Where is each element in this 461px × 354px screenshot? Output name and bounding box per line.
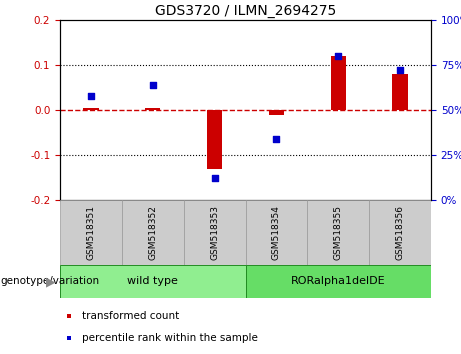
- Point: [273, 136, 280, 142]
- Bar: [145, 108, 160, 110]
- Bar: [269, 110, 284, 115]
- Text: GSM518353: GSM518353: [210, 205, 219, 260]
- Text: wild type: wild type: [127, 276, 178, 286]
- Bar: [307, 200, 369, 265]
- Point: [335, 53, 342, 59]
- Title: GDS3720 / ILMN_2694275: GDS3720 / ILMN_2694275: [155, 4, 336, 18]
- Text: GSM518354: GSM518354: [272, 205, 281, 260]
- Point: [396, 68, 404, 73]
- Text: RORalpha1delDE: RORalpha1delDE: [291, 276, 385, 286]
- Bar: [392, 74, 408, 110]
- Bar: [60, 200, 122, 265]
- Bar: [67, 336, 71, 340]
- Text: genotype/variation: genotype/variation: [0, 276, 100, 286]
- Bar: [183, 200, 246, 265]
- Text: GSM518355: GSM518355: [334, 205, 343, 260]
- Point: [87, 93, 95, 98]
- Point: [149, 82, 156, 88]
- Text: transformed count: transformed count: [83, 311, 180, 321]
- Point: [211, 176, 218, 181]
- Bar: [122, 200, 183, 265]
- Bar: [246, 265, 431, 298]
- Text: GSM518356: GSM518356: [396, 205, 405, 260]
- Bar: [246, 200, 307, 265]
- Bar: [67, 314, 71, 318]
- Bar: [207, 110, 222, 169]
- Text: GSM518351: GSM518351: [86, 205, 95, 260]
- Bar: [369, 200, 431, 265]
- Bar: [60, 265, 246, 298]
- Text: ▶: ▶: [46, 275, 55, 288]
- Bar: [83, 108, 99, 110]
- Text: percentile rank within the sample: percentile rank within the sample: [83, 333, 258, 343]
- Bar: [331, 56, 346, 110]
- Text: GSM518352: GSM518352: [148, 205, 157, 260]
